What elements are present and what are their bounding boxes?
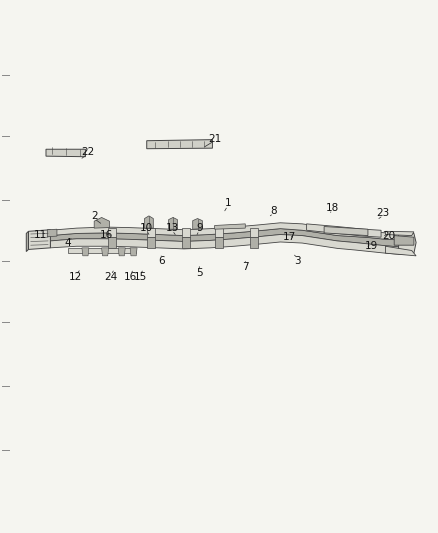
Polygon shape bbox=[28, 230, 50, 249]
Polygon shape bbox=[130, 248, 137, 256]
Text: 1: 1 bbox=[224, 198, 231, 207]
Text: 24: 24 bbox=[104, 272, 117, 282]
Polygon shape bbox=[26, 231, 28, 252]
Polygon shape bbox=[182, 228, 190, 237]
Text: 13: 13 bbox=[166, 223, 179, 233]
Polygon shape bbox=[385, 231, 414, 236]
Text: 3: 3 bbox=[294, 256, 301, 266]
Text: 18: 18 bbox=[326, 203, 339, 213]
Text: 12: 12 bbox=[69, 272, 82, 282]
Polygon shape bbox=[82, 248, 89, 256]
Polygon shape bbox=[215, 228, 223, 237]
Polygon shape bbox=[108, 237, 116, 248]
Polygon shape bbox=[147, 140, 212, 149]
Text: 23: 23 bbox=[377, 208, 390, 218]
Polygon shape bbox=[193, 219, 202, 229]
Polygon shape bbox=[215, 237, 223, 248]
Text: 11: 11 bbox=[34, 230, 47, 239]
Text: 4: 4 bbox=[64, 238, 71, 247]
Polygon shape bbox=[250, 237, 258, 248]
Text: 8: 8 bbox=[270, 206, 277, 215]
Text: 9: 9 bbox=[196, 223, 203, 233]
Polygon shape bbox=[68, 248, 136, 253]
Text: 6: 6 bbox=[158, 256, 165, 266]
Polygon shape bbox=[46, 149, 85, 157]
Polygon shape bbox=[324, 227, 368, 236]
Text: 5: 5 bbox=[196, 268, 203, 278]
Text: 15: 15 bbox=[134, 272, 147, 282]
Polygon shape bbox=[108, 228, 116, 237]
Text: 17: 17 bbox=[283, 232, 296, 242]
Polygon shape bbox=[47, 229, 57, 237]
Text: 20: 20 bbox=[382, 231, 396, 240]
Polygon shape bbox=[145, 216, 153, 228]
Polygon shape bbox=[307, 224, 381, 237]
Polygon shape bbox=[50, 229, 407, 247]
Polygon shape bbox=[399, 233, 416, 254]
Polygon shape bbox=[182, 237, 190, 248]
Polygon shape bbox=[394, 236, 414, 245]
Text: 10: 10 bbox=[140, 223, 153, 233]
Polygon shape bbox=[118, 248, 125, 256]
Polygon shape bbox=[94, 217, 110, 228]
Polygon shape bbox=[250, 228, 258, 237]
Polygon shape bbox=[147, 228, 155, 237]
Polygon shape bbox=[50, 235, 407, 254]
Text: 22: 22 bbox=[81, 147, 94, 157]
Polygon shape bbox=[215, 224, 245, 229]
Text: 21: 21 bbox=[208, 134, 221, 143]
Polygon shape bbox=[169, 217, 177, 229]
Text: 2: 2 bbox=[91, 211, 98, 221]
Text: 7: 7 bbox=[242, 262, 249, 271]
Polygon shape bbox=[102, 248, 109, 256]
Polygon shape bbox=[385, 246, 416, 256]
Text: 19: 19 bbox=[365, 241, 378, 251]
Text: 16: 16 bbox=[124, 272, 137, 282]
Polygon shape bbox=[147, 237, 155, 248]
Text: 16: 16 bbox=[99, 230, 113, 239]
Polygon shape bbox=[50, 223, 407, 240]
